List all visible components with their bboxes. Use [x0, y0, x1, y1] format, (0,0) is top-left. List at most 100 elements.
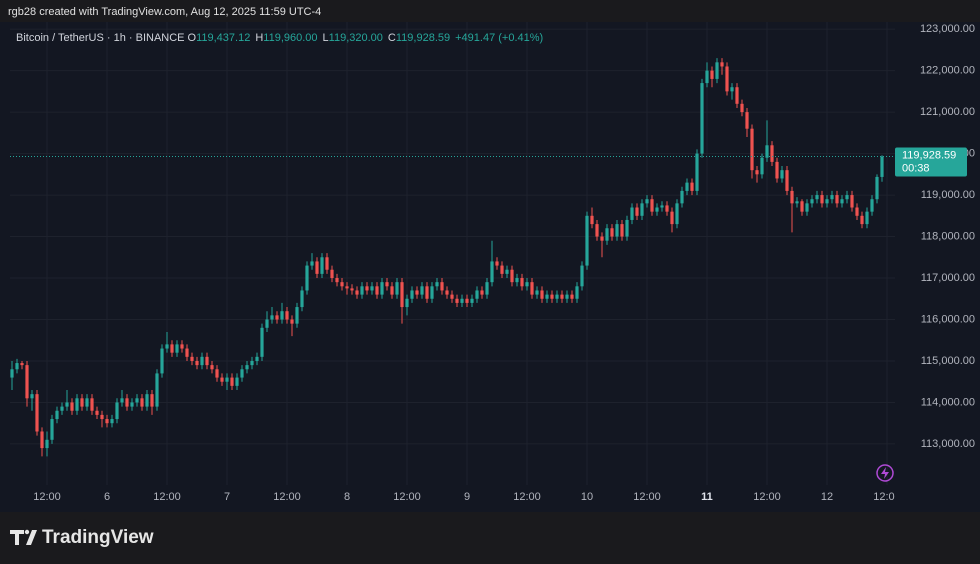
ohlc-value: 119,320.00	[329, 32, 383, 44]
candle-body	[600, 236, 604, 241]
candle-body	[155, 373, 159, 407]
y-tick-label: 118,000.00	[921, 230, 975, 242]
candle-body	[650, 199, 654, 212]
candle-body	[130, 402, 134, 407]
candle-body	[310, 261, 314, 266]
candle-body	[435, 282, 439, 287]
candle-body	[480, 290, 484, 295]
chart-panel	[0, 22, 980, 512]
x-tick-label: 12:00	[633, 491, 661, 503]
candle-body	[20, 363, 24, 366]
candle-body	[530, 282, 534, 295]
candle-body	[865, 211, 869, 225]
candle-body	[290, 319, 294, 324]
candle-body	[80, 398, 84, 407]
candle-body	[275, 315, 279, 320]
candle-body	[605, 228, 609, 241]
candle-body	[440, 282, 444, 291]
candle-body	[545, 294, 549, 299]
x-tick-label: 7	[224, 491, 230, 503]
ohlc-value: 119,928.59	[396, 32, 450, 44]
candle-body	[455, 298, 459, 303]
candle-body	[855, 207, 859, 216]
candle-body	[620, 224, 624, 237]
symbol: Bitcoin / TetherUS · 1h · BINANCE	[16, 32, 185, 44]
alert-icon	[876, 464, 894, 482]
candle-body	[195, 360, 199, 366]
candle-body	[615, 224, 619, 237]
candle-body	[180, 344, 184, 349]
candle-body	[490, 261, 494, 283]
x-tick-label: 12:00	[393, 491, 421, 503]
candle-body	[765, 145, 769, 158]
candle-body	[635, 207, 639, 216]
candle-body	[235, 377, 239, 386]
y-tick-label: 114,000.00	[921, 396, 975, 408]
ohlc-value: 119,437.12	[196, 32, 250, 44]
candle-body	[680, 190, 684, 204]
change-label: +491.47 (+0.41%)	[455, 32, 543, 44]
x-tick-label: 10	[581, 491, 593, 503]
candle-body	[810, 199, 814, 204]
x-tick-label: 12:00	[33, 491, 61, 503]
x-tick-label: 12:00	[513, 491, 541, 503]
candle-body	[70, 402, 74, 411]
candle-body	[755, 170, 759, 175]
y-tick-label: 119,000.00	[921, 189, 975, 201]
candle-body	[90, 398, 94, 411]
candle-body	[65, 402, 69, 407]
candle-body	[560, 294, 564, 299]
candle-body	[240, 369, 244, 378]
candle-body	[325, 257, 329, 270]
candle-body	[30, 394, 34, 399]
candle-body	[415, 290, 419, 295]
candle-body	[125, 398, 129, 407]
candle-body	[565, 294, 569, 299]
candle-body	[210, 365, 214, 370]
header: Bitcoin / TetherUS · 1h · BINANCE O 119,4…	[16, 32, 543, 44]
last-price-tag	[895, 147, 967, 177]
candle-body	[390, 286, 394, 295]
candle-body	[380, 282, 384, 295]
candle-body	[780, 170, 784, 179]
x-tick-label: 8	[344, 491, 350, 503]
candle-body	[25, 365, 29, 399]
candle-body	[705, 70, 709, 84]
candle-body	[460, 298, 464, 303]
candle-body	[535, 290, 539, 295]
candle-body	[835, 195, 839, 204]
candle-body	[815, 195, 819, 200]
candle-body	[110, 419, 114, 424]
y-tick-label: 115,000.00	[921, 355, 975, 367]
candle-body	[370, 286, 374, 291]
candle-body	[770, 145, 774, 162]
y-tick-label: 123,000.00	[920, 23, 975, 35]
candle-body	[740, 103, 744, 113]
x-tick-label: 12:00	[873, 491, 901, 503]
axes: 113,000.00 114,000.00 115,000.00 116,000.00…	[33, 23, 975, 503]
candle-body	[265, 319, 269, 328]
candle-body	[585, 215, 589, 266]
candle-body	[430, 286, 434, 299]
candle-body	[540, 290, 544, 299]
candle-body	[645, 199, 649, 204]
candle-body	[255, 356, 259, 361]
candle-body	[595, 224, 599, 237]
candle-body	[260, 327, 264, 357]
brand: TradingView	[42, 527, 154, 548]
candle-body	[665, 205, 669, 212]
candle-body	[640, 203, 644, 216]
candle-body	[395, 282, 399, 295]
candle-body	[185, 348, 189, 357]
candle-body	[515, 278, 519, 283]
candle-body	[860, 215, 864, 225]
candle-body	[45, 439, 49, 449]
x-tick-label: 12:00	[153, 491, 181, 503]
candle-body	[60, 406, 64, 411]
candle-body	[570, 294, 574, 299]
x-tick-label: 11	[701, 491, 713, 503]
candle-body	[510, 269, 514, 283]
candle-body	[160, 348, 164, 374]
candle-body	[725, 66, 729, 92]
candle-body	[200, 356, 204, 366]
